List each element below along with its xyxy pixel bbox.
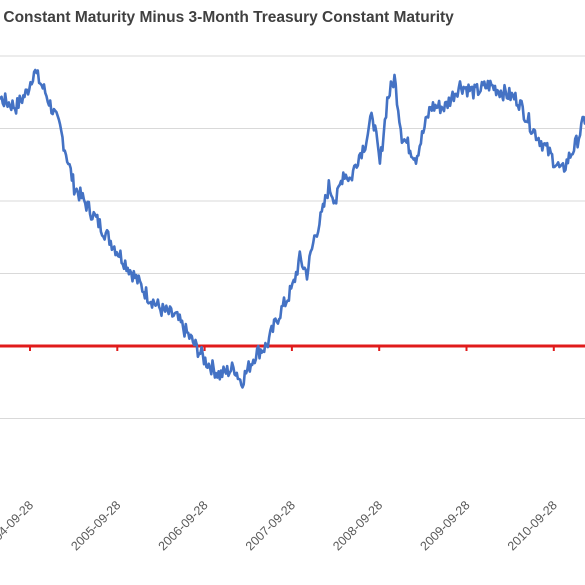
series-line: [0, 68, 585, 389]
x-tick-label: 2009-09-28: [418, 498, 473, 553]
chart-title: 10-Year Treasury Constant Maturity Minus…: [0, 9, 454, 26]
x-tick-label: 2008-09-28: [330, 498, 385, 553]
x-tick-label: 2004-09-28: [0, 498, 36, 553]
x-axis-ticks: 2004-09-28 2005-09-28 2006-09-28 2007-09-28…: [0, 346, 560, 553]
x-tick-label: 2006-09-28: [156, 498, 211, 553]
series-group: [0, 68, 585, 389]
gridlines: [0, 55, 585, 419]
x-tick-label: 2010-09-28: [505, 498, 560, 553]
x-tick-label: 2007-09-28: [243, 498, 298, 553]
x-tick-label: 2005-09-28: [68, 498, 123, 553]
